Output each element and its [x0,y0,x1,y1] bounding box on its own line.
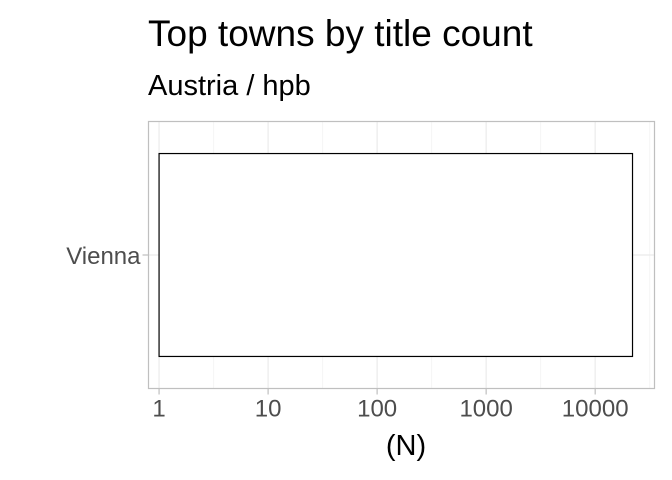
chart-subtitle: Austria / hpb [148,70,311,102]
y-tick-label: Vienna [66,243,141,270]
chart-title: Top towns by title count [148,13,533,54]
x-tick-label: 10 [255,396,282,423]
x-tick-label: 100 [357,396,397,423]
bar-vienna [158,152,634,358]
x-axis-label: (N) [386,430,426,462]
x-tick-label: 1000 [459,396,512,423]
x-tick-label: 10000 [562,396,629,423]
plot-area: Vienna 1 10 100 1000 10000 [66,120,656,423]
x-tick-label: 1 [152,396,165,423]
